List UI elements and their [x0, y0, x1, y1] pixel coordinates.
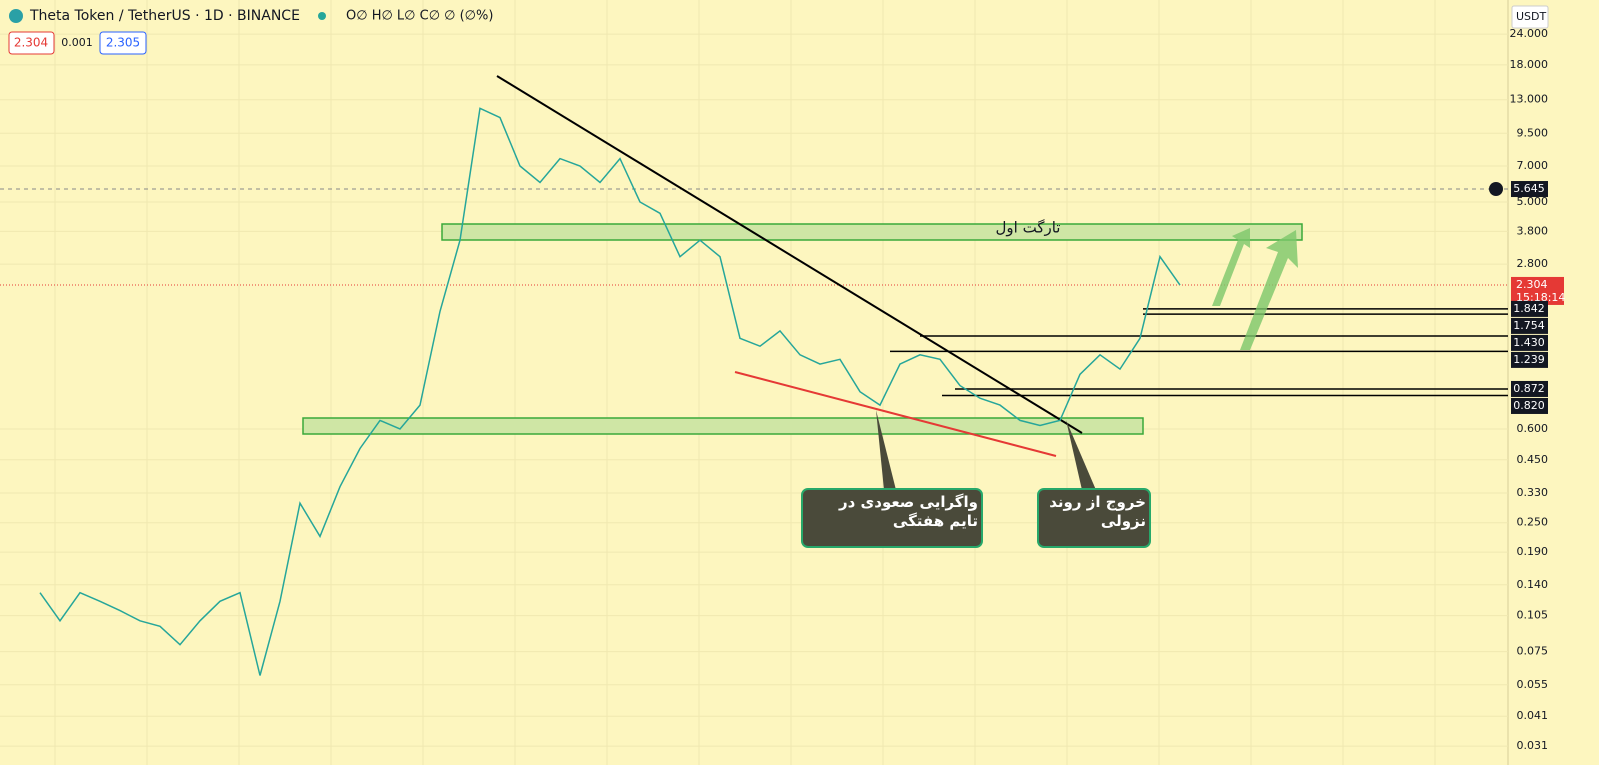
target-zone — [441, 223, 1303, 241]
level-label-box — [1511, 334, 1548, 351]
y-tick-label: 9.500 — [1517, 126, 1549, 139]
annotation: تارگت اول — [996, 219, 1061, 237]
price-label-box — [1511, 181, 1548, 198]
y-tick-label: 0.190 — [1517, 545, 1549, 558]
ask[interactable]: 2.305 — [106, 36, 140, 50]
y-tick-label: 0.330 — [1517, 486, 1549, 499]
y-tick-label: 0.055 — [1517, 678, 1549, 691]
y-tick-label: 0.105 — [1517, 609, 1549, 622]
annotation: واگرایی صعودی در تایم هفتگی — [838, 493, 978, 530]
arrow — [1212, 228, 1250, 306]
y-tick-label: 13.000 — [1510, 93, 1549, 106]
annotation-text: خروج از روند نزولی — [1049, 493, 1146, 530]
y-tick-label: 7.000 — [1517, 159, 1549, 172]
support-zone — [302, 417, 1144, 435]
divergence-line — [734, 371, 1057, 457]
status-dot — [318, 12, 326, 20]
arrow — [1240, 230, 1298, 350]
y-tick-label: 0.450 — [1517, 453, 1549, 466]
annotation-text: واگرایی صعودی در تایم هفتگی — [838, 493, 978, 530]
y-tick-label: 0.031 — [1517, 739, 1549, 752]
price-line — [39, 107, 1181, 676]
level-label: 1.430 — [1513, 336, 1545, 349]
y-tick-label: 0.041 — [1517, 709, 1549, 722]
annotation: خروج از روند نزولی — [1049, 493, 1146, 530]
countdown: 15:18:14 — [1516, 291, 1565, 304]
y-tick-label: 2.800 — [1517, 257, 1549, 270]
spread: 0.001 — [61, 36, 93, 49]
level-label-box — [1511, 380, 1548, 397]
y-tick-label: 3.800 — [1517, 224, 1549, 237]
buy-box[interactable] — [99, 31, 147, 55]
level-label: 1.239 — [1513, 353, 1545, 366]
level-label-box — [1511, 351, 1548, 368]
y-tick-label: 0.250 — [1517, 516, 1549, 529]
level-label: 0.872 — [1513, 382, 1545, 395]
callout-pointer — [1066, 420, 1096, 490]
level-label-box — [1511, 397, 1548, 414]
level-label-box — [1511, 300, 1548, 317]
symbol-title: Theta Token / TetherUS · 1D · BINANCE — [29, 8, 300, 24]
symbol-icon — [9, 9, 23, 23]
currency[interactable]: USDT — [1516, 10, 1547, 23]
y-tick-label: 0.140 — [1517, 578, 1549, 591]
bid[interactable]: 2.304 — [14, 36, 48, 50]
y-tick-label: 5.000 — [1517, 195, 1549, 208]
last-price-box — [1511, 276, 1564, 305]
price-label: 5.645 — [1513, 182, 1545, 195]
annotation-box — [801, 488, 983, 548]
level-label: 1.842 — [1513, 302, 1545, 315]
add-button[interactable] — [1489, 182, 1503, 196]
ohlc: O∅ H∅ L∅ C∅ ∅ (∅%) — [346, 9, 493, 24]
level-label: 1.754 — [1513, 319, 1545, 332]
level-label: 0.820 — [1513, 399, 1545, 412]
y-tick-label: 0.075 — [1517, 645, 1549, 658]
last-price-label: 2.304 — [1516, 278, 1548, 291]
currency-box[interactable] — [1511, 5, 1549, 29]
callout-pointer — [876, 410, 896, 490]
y-tick-label: 24.000 — [1510, 27, 1549, 40]
y-tick-label: 0.600 — [1517, 422, 1549, 435]
level-label-box — [1511, 317, 1548, 334]
sell-box[interactable] — [8, 31, 55, 55]
trend-line — [496, 75, 1083, 434]
y-tick-label: 18.000 — [1510, 58, 1549, 71]
annotation-box — [1037, 488, 1151, 548]
